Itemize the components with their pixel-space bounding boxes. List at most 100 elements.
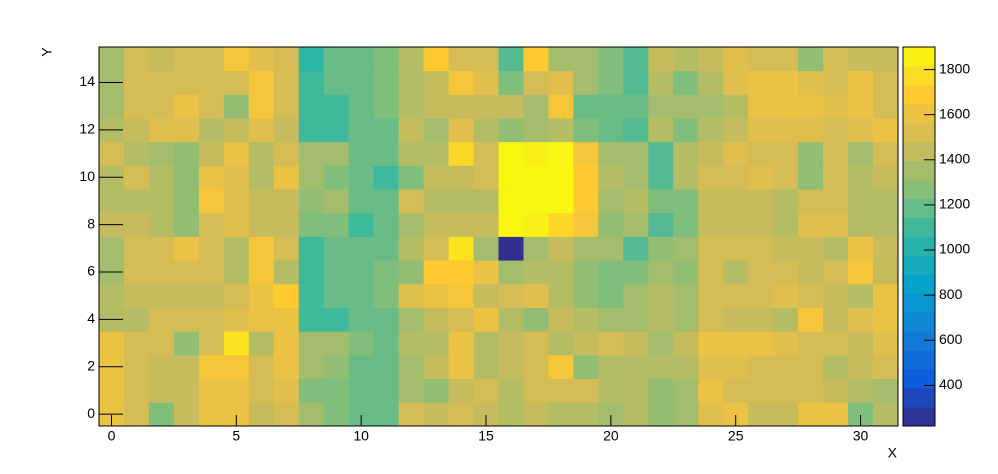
heat-cell — [648, 331, 674, 356]
colorbar-tick-label: 1800 — [939, 60, 970, 76]
heat-cell — [498, 378, 524, 403]
heat-cell — [798, 165, 824, 190]
heat-cell — [523, 283, 549, 308]
heat-cell — [498, 94, 524, 119]
y-axis-title: Y — [39, 47, 55, 57]
heat-cell — [623, 331, 649, 356]
heat-cell — [773, 212, 799, 237]
heat-cell — [873, 118, 899, 143]
heat-cell — [823, 283, 849, 308]
heat-cell — [148, 212, 175, 237]
x-tick-label: 0 — [108, 428, 116, 444]
heat-cell — [273, 283, 300, 308]
heat-cell — [623, 165, 649, 190]
heat-cell — [548, 118, 574, 143]
heat-cell — [173, 378, 200, 403]
heat-cell — [373, 236, 400, 261]
heat-cell — [323, 70, 350, 95]
heat-cell — [148, 165, 175, 190]
heat-cell — [148, 94, 175, 119]
colorbar-step — [903, 331, 935, 351]
heat-cell — [273, 331, 300, 356]
heat-cell — [498, 283, 524, 308]
heat-cell — [298, 402, 325, 427]
x-tick-label: 15 — [478, 428, 494, 444]
heat-cell — [373, 283, 400, 308]
heat-cell — [173, 354, 200, 380]
heat-cell — [398, 118, 424, 143]
heat-cell — [473, 141, 499, 166]
heat-cell — [498, 212, 524, 237]
heat-cell — [448, 402, 474, 427]
y-tick-label: 14 — [79, 73, 95, 89]
heat-cell — [848, 378, 874, 403]
heat-cell — [798, 378, 824, 403]
heat-cell — [673, 118, 699, 143]
heat-cell — [523, 47, 549, 72]
colorbar-step — [903, 312, 935, 332]
heat-cell — [723, 378, 749, 403]
heat-cell — [248, 70, 275, 95]
heat-cell — [373, 70, 400, 95]
heat-cell — [848, 236, 874, 261]
heat-cell — [573, 260, 599, 285]
heat-cell — [423, 165, 449, 190]
heat-cell — [548, 307, 574, 332]
heat-cell — [298, 165, 325, 190]
heat-cell — [273, 402, 300, 427]
heat-cell — [148, 354, 175, 380]
heat-cell — [698, 331, 724, 356]
heat-cell — [773, 47, 799, 72]
heat-cell — [273, 236, 300, 261]
heat-cell — [398, 283, 424, 308]
heat-cell — [648, 307, 674, 332]
heat-cell — [823, 331, 849, 356]
colorbar-frame — [902, 46, 936, 427]
heat-cell — [848, 212, 874, 237]
heat-cell — [348, 307, 375, 332]
heat-cell — [473, 94, 499, 119]
heat-cell — [698, 236, 724, 261]
heat-cell — [823, 236, 849, 261]
heat-cell — [798, 402, 824, 427]
heat-cell — [373, 47, 400, 72]
heat-cell — [99, 94, 125, 119]
heat-cell — [673, 354, 699, 380]
heat-cell — [473, 307, 499, 332]
heat-cell — [748, 354, 774, 380]
heat-cell — [798, 70, 824, 95]
heat-cell — [248, 260, 275, 285]
colorbar-step — [903, 407, 935, 427]
heat-cell — [573, 70, 599, 95]
heat-cell — [823, 189, 849, 214]
heat-cell — [148, 307, 175, 332]
heat-cell — [223, 47, 250, 72]
heat-cell — [623, 378, 649, 403]
heat-cell — [423, 47, 449, 72]
heat-cell — [173, 94, 200, 119]
heat-cell — [148, 47, 175, 72]
colorbar-step — [903, 388, 935, 408]
colorbar-step — [903, 217, 935, 237]
heat-cell — [123, 70, 150, 95]
heat-cell — [648, 94, 674, 119]
heat-cell — [198, 354, 225, 380]
heat-cell — [723, 70, 749, 95]
heat-cell — [198, 212, 225, 237]
heat-cell — [123, 283, 150, 308]
y-tick-label: 12 — [79, 121, 95, 137]
heat-cell — [673, 260, 699, 285]
heat-cell — [198, 283, 225, 308]
heat-cell — [848, 165, 874, 190]
heat-cell — [498, 307, 524, 332]
heat-cell — [798, 331, 824, 356]
heat-cell — [323, 189, 350, 214]
heat-cell — [398, 141, 424, 166]
heat-cell — [798, 212, 824, 237]
heat-cell — [173, 402, 200, 427]
heat-cell — [873, 94, 899, 119]
heat-cell — [523, 189, 549, 214]
heat-cell — [248, 47, 275, 72]
heat-cell — [548, 378, 574, 403]
